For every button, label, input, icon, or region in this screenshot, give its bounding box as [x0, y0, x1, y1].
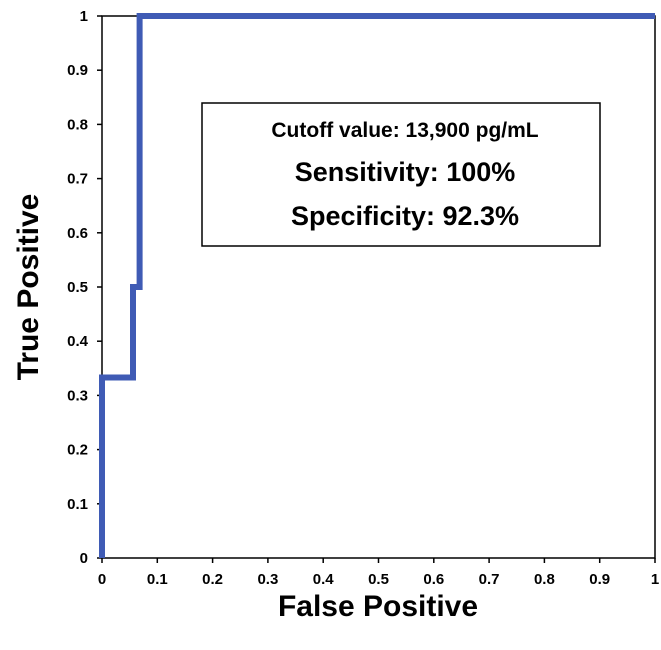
plot-frame — [101, 15, 656, 559]
y-tick-label: 0.5 — [67, 279, 88, 296]
y-tick-label: 0.6 — [67, 225, 88, 242]
x-axis-title: False Positive — [278, 590, 478, 623]
y-tick-label: 0.3 — [67, 387, 88, 404]
x-tick-label: 0.1 — [147, 571, 168, 588]
y-tick-label: 0.1 — [67, 496, 88, 513]
y-tick-label: 0.9 — [67, 62, 88, 79]
x-tick-label: 0.9 — [589, 571, 610, 588]
y-tick-label: 0.2 — [67, 442, 88, 459]
annotation-box: Cutoff value: 13,900 pg/mL Sensitivity: … — [201, 102, 601, 247]
x-tick-label: 0.6 — [423, 571, 444, 588]
y-tick-label: 0.7 — [67, 171, 88, 188]
x-axis-ticks: 0 0.1 0.2 0.3 0.4 0.5 0.6 0.7 0.8 0.9 1 — [98, 558, 659, 588]
annotation-specificity: Specificity: 92.3% — [291, 201, 519, 231]
x-tick-label: 0.8 — [534, 571, 555, 588]
x-tick-label: 1 — [651, 571, 659, 588]
roc-curve-line — [99, 13, 655, 558]
plot-area-border — [101, 15, 656, 559]
x-tick-label: 0.3 — [257, 571, 278, 588]
y-axis-ticks: 0 0.1 0.2 0.3 0.4 0.5 0.6 0.7 0.8 0.9 1 — [67, 8, 102, 567]
y-tick-label: 1 — [80, 8, 88, 25]
x-tick-label: 0 — [98, 571, 106, 588]
x-tick-label: 0.4 — [313, 571, 335, 588]
series-group — [99, 13, 655, 558]
x-tick-label: 0.7 — [479, 571, 500, 588]
x-tick-label: 0.2 — [202, 571, 223, 588]
annotation-cutoff: Cutoff value: 13,900 pg/mL — [271, 119, 538, 142]
x-tick-label: 0.5 — [368, 571, 389, 588]
y-axis-title: True Positive — [12, 194, 45, 381]
annotation-box-border — [201, 102, 601, 247]
annotation-sensitivity: Sensitivity: 100% — [295, 157, 516, 187]
y-tick-label: 0.8 — [67, 116, 88, 133]
y-tick-label: 0 — [80, 550, 88, 567]
y-tick-label: 0.4 — [67, 333, 89, 350]
